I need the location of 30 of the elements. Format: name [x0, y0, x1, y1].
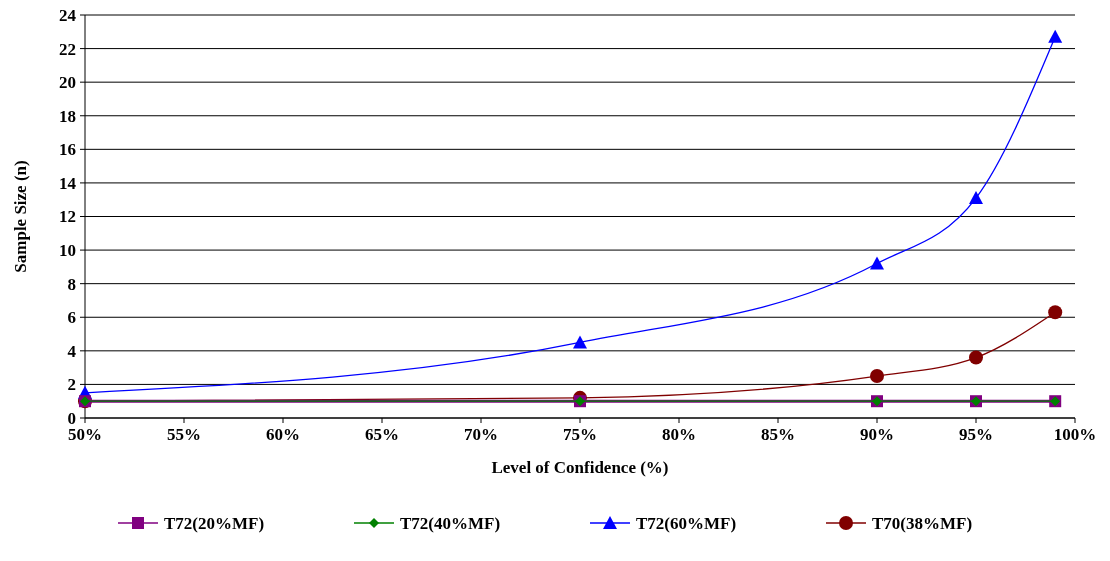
legend-label: T72(20%MF) — [164, 513, 265, 533]
legend-label: T72(60%MF) — [636, 513, 737, 533]
x-tick-label: 65% — [365, 425, 399, 444]
x-tick-label: 60% — [266, 425, 300, 444]
x-tick-label: 100% — [1053, 425, 1097, 444]
x-tick-label: 85% — [761, 425, 795, 444]
y-tick-label: 14 — [59, 173, 77, 193]
y-tick-label: 20 — [59, 73, 76, 93]
legend-label: T72(40%MF) — [400, 513, 501, 533]
x-tick-label: 95% — [959, 425, 993, 444]
x-tick-label: 75% — [563, 425, 597, 444]
x-axis-title: Level of Confidence (%) — [491, 458, 669, 477]
y-tick-label: 8 — [67, 274, 76, 294]
x-tick-label: 70% — [464, 425, 498, 444]
y-tick-label: 2 — [67, 375, 76, 395]
y-tick-label: 6 — [67, 308, 76, 328]
y-tick-label: 10 — [59, 241, 76, 261]
x-tick-label: 55% — [167, 425, 201, 444]
y-tick-label: 4 — [67, 341, 77, 361]
x-tick-label: 80% — [662, 425, 696, 444]
y-tick-label: 22 — [59, 39, 76, 59]
legend-label: T70(38%MF) — [872, 513, 973, 533]
y-axis-title: Sample Size (n) — [11, 160, 30, 273]
y-tick-label: 16 — [59, 140, 76, 160]
x-tick-label: 50% — [68, 425, 102, 444]
y-tick-label: 0 — [67, 408, 76, 428]
y-tick-label: 24 — [59, 5, 77, 25]
x-tick-label: 90% — [860, 425, 894, 444]
y-tick-label: 12 — [59, 207, 76, 227]
y-tick-label: 18 — [59, 106, 76, 126]
